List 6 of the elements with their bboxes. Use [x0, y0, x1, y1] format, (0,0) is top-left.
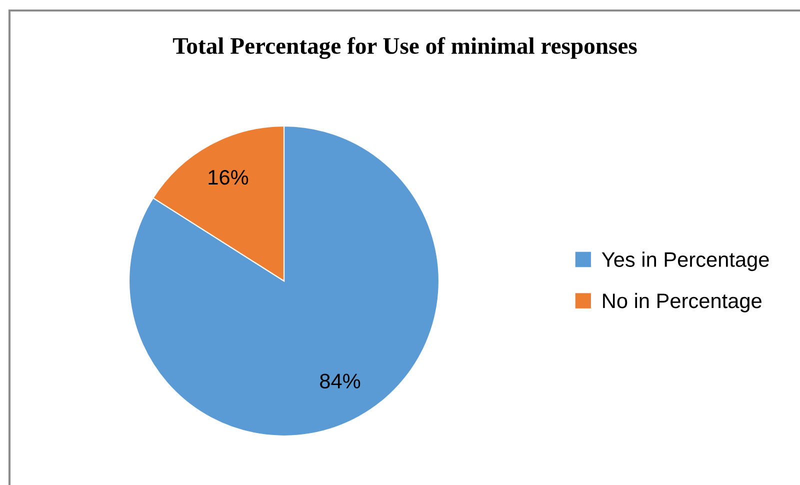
- chart-title: Total Percentage for Use of minimal responses: [172, 37, 637, 59]
- legend-label: No in Percentage: [603, 292, 762, 312]
- legend-label: Yes in Percentage: [602, 252, 769, 272]
- data-label: 16%: [208, 170, 248, 185]
- data-label: 84%: [320, 374, 360, 388]
- pie-slice: [128, 125, 440, 437]
